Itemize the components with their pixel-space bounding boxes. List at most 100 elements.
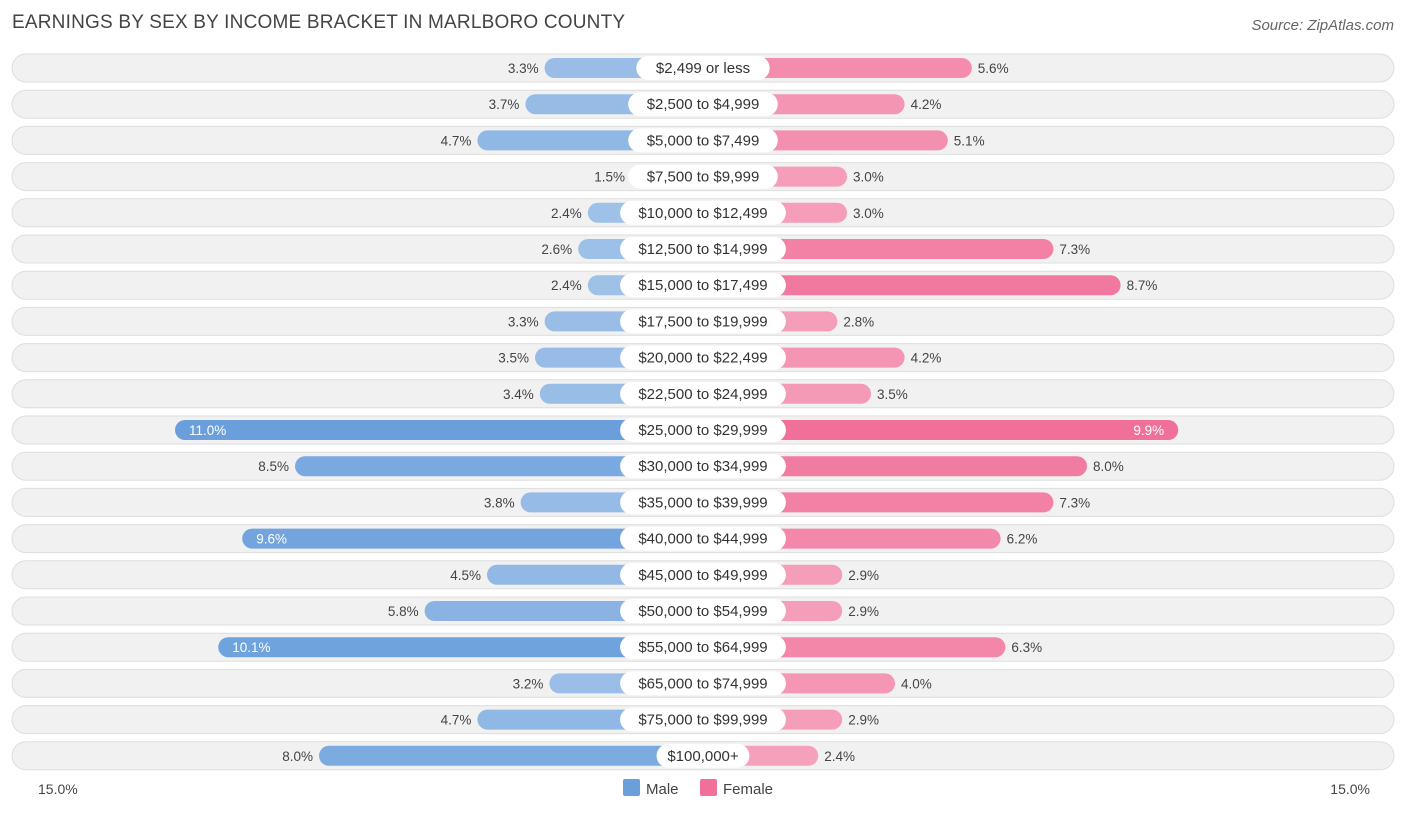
axis-right-label: 15.0% [1330, 781, 1370, 797]
category-label: $5,000 to $7,499 [647, 132, 760, 149]
male-value-label: 9.6% [256, 532, 287, 547]
female-value-label: 2.9% [848, 568, 879, 583]
male-bar [175, 420, 703, 440]
male-value-label: 11.0% [189, 423, 226, 438]
category-pill [620, 490, 786, 515]
category-pill [620, 671, 786, 696]
category-pill [628, 92, 778, 117]
male-value-label: 3.8% [484, 495, 515, 510]
axis-left-label: 15.0% [38, 781, 78, 797]
male-value-label: 5.8% [388, 604, 419, 619]
category-pill [656, 743, 750, 768]
male-value-label: 3.2% [513, 676, 544, 691]
category-pill [620, 635, 786, 660]
male-value-label: 2.6% [541, 242, 572, 257]
category-pill [636, 56, 770, 80]
female-value-label: 3.0% [853, 206, 884, 221]
category-label: $20,000 to $22,499 [638, 350, 767, 367]
male-value-label: 10.1% [232, 640, 270, 655]
female-value-label: 5.1% [954, 133, 985, 148]
category-label: $100,000+ [667, 748, 739, 765]
legend-female-swatch [700, 779, 717, 796]
category-label: $7,500 to $9,999 [647, 169, 760, 186]
female-value-label: 9.9% [1133, 423, 1164, 438]
category-label: $17,500 to $19,999 [638, 313, 767, 330]
female-value-label: 6.2% [1007, 532, 1038, 547]
female-value-label: 5.6% [978, 61, 1009, 76]
female-value-label: 3.5% [877, 387, 908, 402]
male-bar [218, 637, 703, 658]
category-pill [620, 562, 786, 587]
male-value-label: 8.5% [258, 459, 289, 474]
category-pill [628, 128, 778, 153]
female-bar [703, 58, 972, 78]
female-bar [703, 239, 1054, 259]
female-value-label: 3.0% [853, 170, 884, 185]
female-value-label: 4.2% [911, 351, 942, 366]
female-value-label: 2.9% [848, 713, 879, 728]
category-pill [620, 707, 786, 732]
female-value-label: 8.7% [1127, 278, 1158, 293]
category-label: $30,000 to $34,999 [638, 458, 767, 475]
male-value-label: 8.0% [282, 749, 313, 764]
male-value-label: 3.4% [503, 387, 534, 402]
category-pill [620, 309, 786, 334]
male-value-label: 4.7% [441, 133, 472, 148]
male-value-label: 1.5% [594, 170, 625, 185]
category-label: $35,000 to $39,999 [638, 494, 767, 511]
male-value-label: 3.3% [508, 61, 539, 76]
male-value-label: 2.4% [551, 278, 582, 293]
category-pill [620, 273, 786, 298]
male-bar [242, 528, 703, 549]
category-label: $22,500 to $24,999 [638, 386, 767, 403]
male-value-label: 3.7% [489, 97, 520, 112]
female-bar [703, 275, 1121, 296]
female-bar [703, 420, 1179, 440]
female-value-label: 2.8% [843, 314, 874, 329]
male-value-label: 2.4% [551, 206, 582, 221]
female-value-label: 4.0% [901, 676, 932, 691]
category-pill [620, 381, 786, 406]
male-bar [295, 456, 703, 477]
category-pill [620, 345, 786, 370]
female-value-label: 7.3% [1059, 242, 1090, 257]
female-bar [703, 456, 1087, 477]
category-label: $50,000 to $54,999 [638, 603, 767, 620]
category-label: $12,500 to $14,999 [638, 241, 767, 258]
category-label: $15,000 to $17,499 [638, 277, 767, 294]
category-label: $2,499 or less [656, 60, 750, 77]
legend: Male Female [623, 779, 773, 798]
female-value-label: 8.0% [1093, 459, 1124, 474]
category-pill [620, 454, 786, 479]
female-value-label: 7.3% [1059, 495, 1090, 510]
category-label: $55,000 to $64,999 [638, 639, 767, 656]
male-value-label: 3.3% [508, 314, 539, 329]
female-value-label: 4.2% [911, 97, 942, 112]
male-bar [319, 745, 703, 766]
category-label: $10,000 to $12,499 [638, 205, 767, 222]
category-label: $45,000 to $49,999 [638, 567, 767, 584]
female-value-label: 2.4% [824, 749, 855, 764]
male-value-label: 4.5% [450, 568, 481, 583]
category-pill [620, 200, 786, 225]
category-pill [620, 418, 786, 442]
legend-male-swatch [623, 779, 640, 796]
category-label: $25,000 to $29,999 [638, 422, 767, 439]
chart-rows: $2,499 or less 3.3% 5.6% $2,500 to $4,999 3.… [11, 53, 1395, 771]
female-value-label: 6.3% [1011, 640, 1042, 655]
category-label: $75,000 to $99,999 [638, 712, 767, 729]
female-value-label: 2.9% [848, 604, 879, 619]
category-label: $65,000 to $74,999 [638, 675, 767, 692]
male-value-label: 4.7% [441, 713, 472, 728]
category-label: $2,500 to $4,999 [647, 96, 760, 113]
legend-female-label: Female [723, 781, 773, 798]
category-pill [620, 599, 786, 623]
category-pill [620, 237, 786, 261]
chart-source: Source: ZipAtlas.com [1251, 17, 1394, 34]
category-pill [628, 164, 778, 189]
female-bar [703, 492, 1054, 513]
legend-male-label: Male [646, 781, 679, 798]
category-pill [620, 526, 786, 551]
chart-title: EARNINGS BY SEX BY INCOME BRACKET IN MAR… [12, 12, 625, 33]
